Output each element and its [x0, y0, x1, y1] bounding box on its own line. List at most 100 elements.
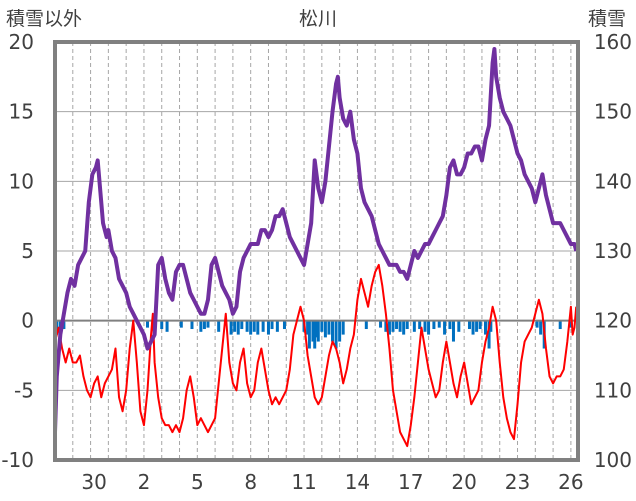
- x-tick: 30: [81, 470, 106, 494]
- bar: [160, 320, 164, 330]
- left-axis-label: 積雪以外: [6, 8, 82, 30]
- bar: [405, 320, 409, 330]
- bar: [457, 320, 461, 332]
- bar: [448, 320, 452, 330]
- y-tick-right: 110: [594, 378, 632, 402]
- x-ticks: 30 2 5 8 11 14 17 20 23 26: [81, 470, 583, 494]
- bar: [451, 320, 455, 342]
- x-tick: 2: [138, 470, 151, 494]
- bar: [539, 320, 543, 335]
- bar: [379, 320, 383, 328]
- snow-change-bars: [55, 320, 573, 349]
- x-tick: 26: [558, 470, 583, 494]
- bar: [402, 320, 406, 335]
- bar: [483, 320, 487, 335]
- bar: [323, 320, 327, 338]
- chart-title: 松川: [299, 8, 337, 30]
- bar: [275, 320, 279, 332]
- bar: [341, 320, 345, 335]
- y-tick-left: -10: [1, 448, 34, 472]
- bar: [478, 320, 482, 330]
- bar: [338, 320, 342, 342]
- bar: [467, 320, 471, 330]
- y-tick-left: 0: [21, 309, 34, 333]
- y-tick-left: -5: [14, 378, 34, 402]
- bar: [165, 320, 169, 332]
- x-tick: 11: [291, 470, 316, 494]
- bar: [266, 320, 270, 335]
- bar: [412, 320, 416, 332]
- bar: [418, 320, 422, 330]
- x-tick: 5: [191, 470, 204, 494]
- x-tick: 20: [451, 470, 476, 494]
- bar: [229, 320, 233, 335]
- bar: [384, 320, 388, 332]
- y-tick-left: 5: [21, 239, 34, 263]
- bar: [316, 320, 320, 342]
- bar: [395, 320, 399, 330]
- bar: [202, 320, 206, 330]
- bar: [146, 320, 150, 328]
- bar: [233, 320, 237, 332]
- bar: [331, 320, 335, 342]
- bar: [306, 320, 310, 335]
- bar: [261, 320, 265, 332]
- y-tick-right: 150: [594, 100, 632, 124]
- bar: [364, 320, 368, 330]
- bar: [398, 320, 402, 332]
- x-tick: 8: [244, 470, 257, 494]
- bar: [270, 320, 274, 330]
- bar: [391, 320, 395, 332]
- x-tick: 17: [398, 470, 423, 494]
- bar: [206, 320, 210, 328]
- bar: [240, 320, 244, 330]
- bar: [256, 320, 260, 335]
- bar: [489, 320, 493, 332]
- bar: [199, 320, 203, 332]
- plot-frame: [53, 40, 580, 462]
- bar: [427, 320, 431, 335]
- bar: [282, 320, 286, 330]
- right-ticks: 160 150 140 130 120 110 100: [594, 30, 632, 472]
- bar: [334, 320, 338, 349]
- bar: [320, 320, 324, 332]
- bar: [471, 320, 475, 335]
- bar: [443, 320, 447, 335]
- y-tick-left: 15: [9, 100, 34, 124]
- x-tick: 14: [345, 470, 370, 494]
- bar: [569, 320, 573, 328]
- y-tick-left: 10: [9, 169, 34, 193]
- bar: [535, 320, 539, 328]
- bar: [432, 320, 436, 330]
- bar: [179, 320, 183, 328]
- y-tick-right: 140: [594, 169, 632, 193]
- bar: [217, 320, 221, 332]
- series-line-temperature: [54, 263, 578, 448]
- series-line-snow-depth: [53, 46, 579, 433]
- bar: [327, 320, 331, 335]
- y-tick-right: 120: [594, 309, 632, 333]
- bar: [190, 320, 194, 330]
- left-ticks: 20 15 10 5 0 -5 -10: [1, 30, 34, 472]
- y-tick-left: 20: [9, 30, 34, 54]
- right-axis-label: 積雪: [588, 8, 626, 30]
- bar: [315, 320, 318, 338]
- bar: [311, 320, 315, 342]
- bar: [307, 320, 311, 349]
- bar: [313, 320, 317, 349]
- bar: [387, 320, 391, 335]
- bar: [423, 320, 427, 332]
- x-tick: 23: [505, 470, 530, 494]
- bar: [475, 320, 479, 332]
- y-tick-right: 130: [594, 239, 632, 263]
- bar: [249, 320, 253, 335]
- bar: [245, 320, 249, 332]
- bar: [487, 320, 491, 349]
- bar: [437, 320, 441, 328]
- bar: [236, 320, 240, 335]
- series-lines: [53, 46, 579, 448]
- bar: [558, 320, 562, 330]
- bar: [252, 320, 256, 332]
- y-tick-right: 100: [594, 448, 632, 472]
